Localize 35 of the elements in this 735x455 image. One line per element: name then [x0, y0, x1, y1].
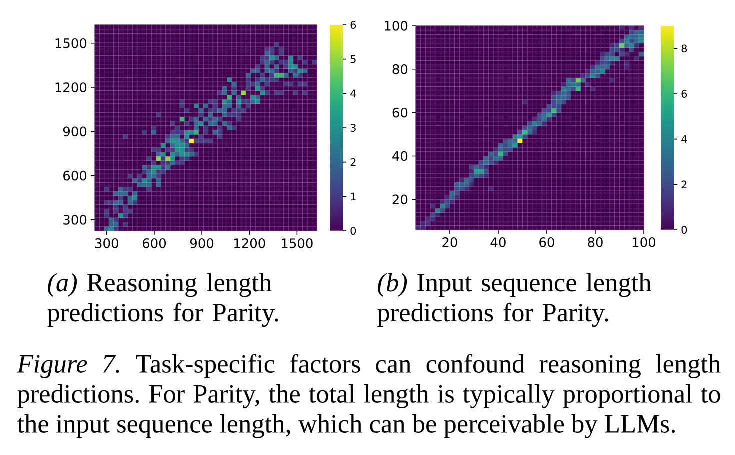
color-bar-label: 0	[350, 227, 356, 235]
color-bar-label: 6	[350, 21, 356, 29]
y-tick-label: 300	[64, 215, 87, 225]
x-tick-label: 100	[633, 238, 656, 248]
color-bar-label: 5	[350, 55, 356, 64]
x-tick-label: 1200	[234, 238, 266, 248]
y-tick-label: 40	[392, 151, 408, 162]
x-tick-label: 20	[442, 238, 458, 248]
x-tick-label: 80	[588, 238, 603, 248]
y-tick-label: 1500	[56, 38, 87, 48]
y-tick-label: 1200	[56, 82, 87, 92]
color-bar-label: 4	[350, 90, 356, 98]
x-tick-label: 1500	[282, 238, 313, 248]
color-bar-label: 8	[682, 44, 688, 53]
y-tick-label: 80	[392, 64, 408, 74]
color-bar-label: 2	[350, 158, 356, 166]
x-tick-label: 900	[190, 238, 214, 248]
text: Figure 7. Task-specific factors can confound reasoning length predictions. For Parity, the total length is typically proportional to the input sequence length, which can be perceivable by LLMs.	[17, 354, 721, 438]
x-tick-label: 60	[540, 238, 554, 248]
x-tick-label: 40	[490, 238, 506, 248]
x-tick-label: 300	[95, 238, 118, 248]
y-tick-label: 600	[64, 170, 87, 181]
y-tick-label: 60	[392, 108, 408, 118]
color-bar-label: 3	[350, 124, 356, 132]
y-tick-label: 900	[63, 126, 87, 137]
y-tick-label: 20	[392, 194, 408, 205]
y-tick-label: 100	[385, 21, 408, 31]
color-bar-label: 6	[682, 90, 688, 98]
color-bar-label: 4	[682, 136, 688, 144]
x-tick-label: 600	[142, 238, 166, 248]
text: (b) Input sequence length predictions for Parity.	[378, 273, 652, 328]
text: (a) Reasoning length predictions for Parity.	[48, 273, 278, 328]
color-bar-label: 0	[682, 226, 688, 234]
color-bar-label: 2	[682, 180, 687, 189]
color-bar-label: 1	[351, 192, 356, 200]
